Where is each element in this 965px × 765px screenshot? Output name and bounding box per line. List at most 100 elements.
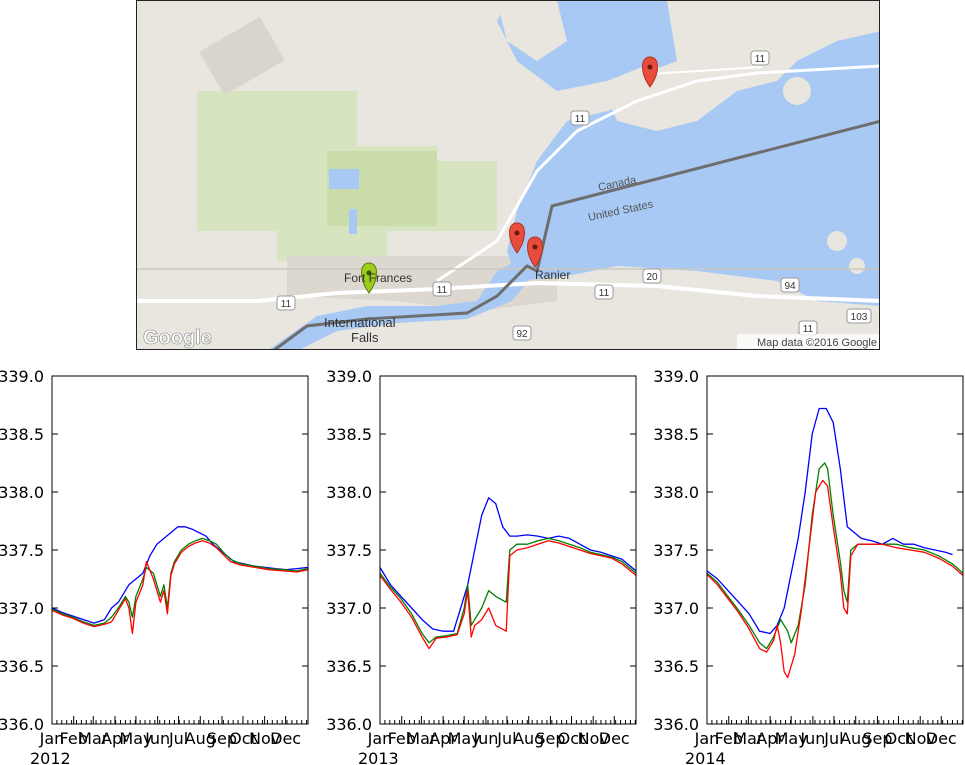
map-panel[interactable]: Fort Frances International Falls Ranier … [136, 0, 880, 350]
x-tick-label: Oct [885, 729, 913, 748]
x-tick-label: Jun [144, 729, 170, 748]
google-logo: Google [143, 327, 212, 349]
y-tick-label: 336.5 [653, 657, 699, 676]
ferry-route [648, 66, 763, 75]
x-tick-label: May [448, 729, 481, 748]
series-line-0000ff [706, 407, 953, 635]
x-tick-label: Oct [558, 729, 586, 748]
svg-text:20: 20 [646, 272, 658, 283]
attribution-bg [737, 334, 879, 349]
x-tick-label: Jan [39, 729, 65, 748]
x-tick-label: Sep [535, 729, 565, 748]
x-tick-label: Jul [496, 729, 516, 748]
x-tick-label: Jun [799, 729, 825, 748]
y-tick-label: 336.0 [326, 715, 372, 734]
airport-area [199, 16, 285, 96]
x-tick-label: Feb [60, 729, 88, 748]
chart-2014: 336.0 336.5 337.0 337.5 338.0 338.5 339.0 JanFe… [653, 367, 964, 765]
y-tick-label: 337.0 [653, 599, 699, 618]
map-attribution[interactable]: Map data ©2016 Google [757, 337, 877, 349]
y-tick-label: 338.5 [0, 425, 44, 444]
red-marker-ranier-1[interactable] [509, 222, 525, 254]
y-tick-label: 337.0 [0, 599, 44, 618]
x-tick-label: Jul [168, 729, 188, 748]
x-tick-label: Apr [429, 729, 457, 748]
island [849, 258, 865, 274]
x-tick-label: Mar [78, 729, 109, 748]
highway-11 [137, 280, 879, 303]
x-tick-label: Feb [388, 729, 416, 748]
x-tick-label: Apr [101, 729, 129, 748]
island [827, 231, 847, 251]
svg-text:103: 103 [851, 312, 868, 323]
x-tick-label: Jul [823, 729, 843, 748]
x-tick-label: May [119, 729, 152, 748]
x-tick-label: Nov [249, 729, 280, 748]
x-tick-label: Jun [472, 729, 498, 748]
series-line-008000 [379, 537, 637, 644]
road-shield-92: 92 [512, 325, 532, 341]
x-tick-label: Jan [694, 729, 720, 748]
year-label: 2012 [30, 749, 71, 765]
y-tick-label: 338.0 [0, 483, 44, 502]
year-label: 2013 [358, 749, 399, 765]
island [783, 77, 811, 105]
x-tick-label: Dec [270, 729, 301, 748]
x-tick-label: Jan [367, 729, 393, 748]
road-shield-20: 20 [642, 268, 662, 284]
road-shield-11-center: 11 [432, 281, 452, 297]
x-tick-label: Nov [905, 729, 936, 748]
river [269, 261, 532, 349]
y-tick-label: 338.5 [653, 425, 699, 444]
red-marker-north[interactable] [642, 56, 658, 88]
road-shield-11-mid: 11 [594, 284, 614, 300]
y-tick-label: 337.5 [653, 541, 699, 560]
land-north [497, 1, 567, 61]
x-tick-label: Sep [207, 729, 237, 748]
island [761, 35, 773, 47]
y-tick-label: 336.0 [0, 715, 44, 734]
y-tick-label: 336.0 [653, 715, 699, 734]
x-tick-label: May [775, 729, 808, 748]
svg-text:94: 94 [784, 281, 796, 292]
plot-frame [379, 375, 637, 725]
svg-text:11: 11 [755, 54, 766, 65]
y-tick-label: 337.5 [0, 541, 44, 560]
series-line-008000 [706, 462, 964, 650]
x-tick-label: Aug [513, 729, 544, 748]
map-canvas[interactable]: Fort Frances International Falls Ranier … [137, 1, 880, 350]
series-line-ff0000 [51, 540, 309, 635]
label-international: International [324, 315, 396, 330]
y-tick-label: 338.5 [326, 425, 372, 444]
red-marker-ranier-2[interactable] [527, 236, 543, 268]
x-tick-label: Aug [185, 729, 216, 748]
y-tick-label: 338.0 [653, 483, 699, 502]
x-tick-label: Feb [715, 729, 743, 748]
series-line-0000ff [51, 526, 309, 624]
lake-small [329, 169, 359, 189]
green-marker[interactable] [361, 262, 377, 294]
series-line-ff0000 [379, 540, 637, 650]
x-tick-label: Dec [599, 729, 630, 748]
series-line-008000 [51, 537, 309, 627]
svg-text:11: 11 [281, 299, 292, 310]
label-ranier: Ranier [535, 268, 570, 282]
x-tick-label: Apr [756, 729, 784, 748]
chart-2012: 336.0 336.5 337.0 337.5 338.0 338.5 339.0 JanFe… [0, 367, 309, 765]
road-shield-103: 103 [846, 308, 872, 324]
label-fort-frances: Fort Frances [344, 271, 412, 285]
y-tick-label: 337.0 [326, 599, 372, 618]
road-shield-94: 94 [780, 277, 800, 293]
plot-frame [51, 375, 309, 725]
y-tick-label: 336.5 [326, 657, 372, 676]
x-tick-label: Mar [406, 729, 437, 748]
svg-text:11: 11 [437, 285, 448, 296]
road-shield-11-north: 11 [570, 110, 590, 126]
y-tick-label: 339.0 [0, 367, 44, 386]
x-tick-label: Dec [926, 729, 957, 748]
lake-small-2 [349, 209, 357, 234]
svg-text:92: 92 [516, 329, 528, 340]
svg-text:11: 11 [575, 114, 586, 125]
label-falls: Falls [351, 330, 379, 345]
